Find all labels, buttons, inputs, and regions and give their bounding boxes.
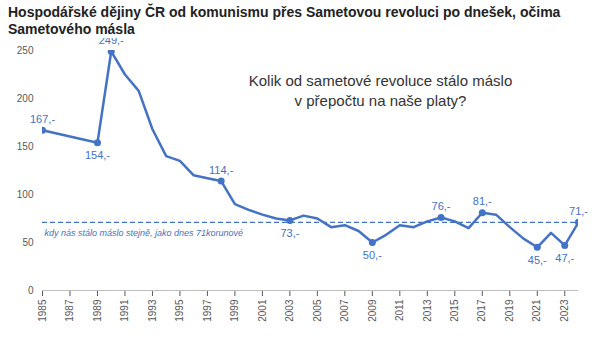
svg-text:2001: 2001	[257, 299, 268, 322]
svg-text:45,-: 45,-	[528, 254, 547, 266]
svg-text:2021: 2021	[531, 299, 542, 322]
svg-text:1997: 1997	[202, 299, 213, 322]
svg-text:2023: 2023	[559, 299, 570, 322]
svg-text:0: 0	[28, 285, 34, 296]
svg-text:kdy nás stálo máslo stejně, ja: kdy nás stálo máslo stejně, jako dnes 71…	[45, 228, 244, 238]
svg-text:2005: 2005	[312, 299, 323, 322]
svg-text:114,-: 114,-	[209, 164, 234, 176]
svg-text:250: 250	[17, 45, 34, 56]
svg-text:2011: 2011	[394, 299, 405, 321]
svg-text:100: 100	[17, 189, 34, 200]
svg-text:81,-: 81,-	[473, 195, 492, 207]
svg-text:154,-: 154,-	[85, 149, 110, 161]
svg-text:2013: 2013	[422, 299, 433, 322]
svg-text:1991: 1991	[119, 299, 130, 322]
svg-text:73,-: 73,-	[280, 227, 299, 239]
svg-text:2017: 2017	[476, 299, 487, 322]
svg-text:2007: 2007	[339, 299, 350, 322]
svg-text:Kolik od sametové revoluce stá: Kolik od sametové revoluce stálo máslov …	[249, 72, 512, 109]
svg-text:200: 200	[17, 93, 34, 104]
html-text:Hospodářské dějiny ČR od komun: Hospodářské dějiny ČR od komunismu přes …	[8, 4, 561, 37]
svg-text:47,-: 47,-	[555, 252, 574, 264]
svg-text:1985: 1985	[37, 299, 48, 322]
svg-text:249,-: 249,-	[99, 38, 124, 46]
svg-text:76,-: 76,-	[432, 200, 451, 212]
svg-text:2009: 2009	[367, 299, 378, 322]
svg-text:1993: 1993	[147, 299, 158, 322]
svg-text:50: 50	[22, 237, 34, 248]
svg-text:167,-: 167,-	[30, 113, 55, 125]
svg-text:2003: 2003	[284, 299, 295, 322]
svg-text:2019: 2019	[504, 299, 515, 322]
svg-text:2015: 2015	[449, 299, 460, 322]
svg-text:1989: 1989	[92, 299, 103, 322]
svg-text:1999: 1999	[229, 299, 240, 322]
svg-text:50,-: 50,-	[363, 249, 382, 261]
svg-text:1987: 1987	[64, 299, 75, 322]
svg-text:150: 150	[17, 141, 34, 152]
svg-text:71,-: 71,-	[569, 205, 588, 217]
svg-text:1995: 1995	[174, 299, 185, 322]
